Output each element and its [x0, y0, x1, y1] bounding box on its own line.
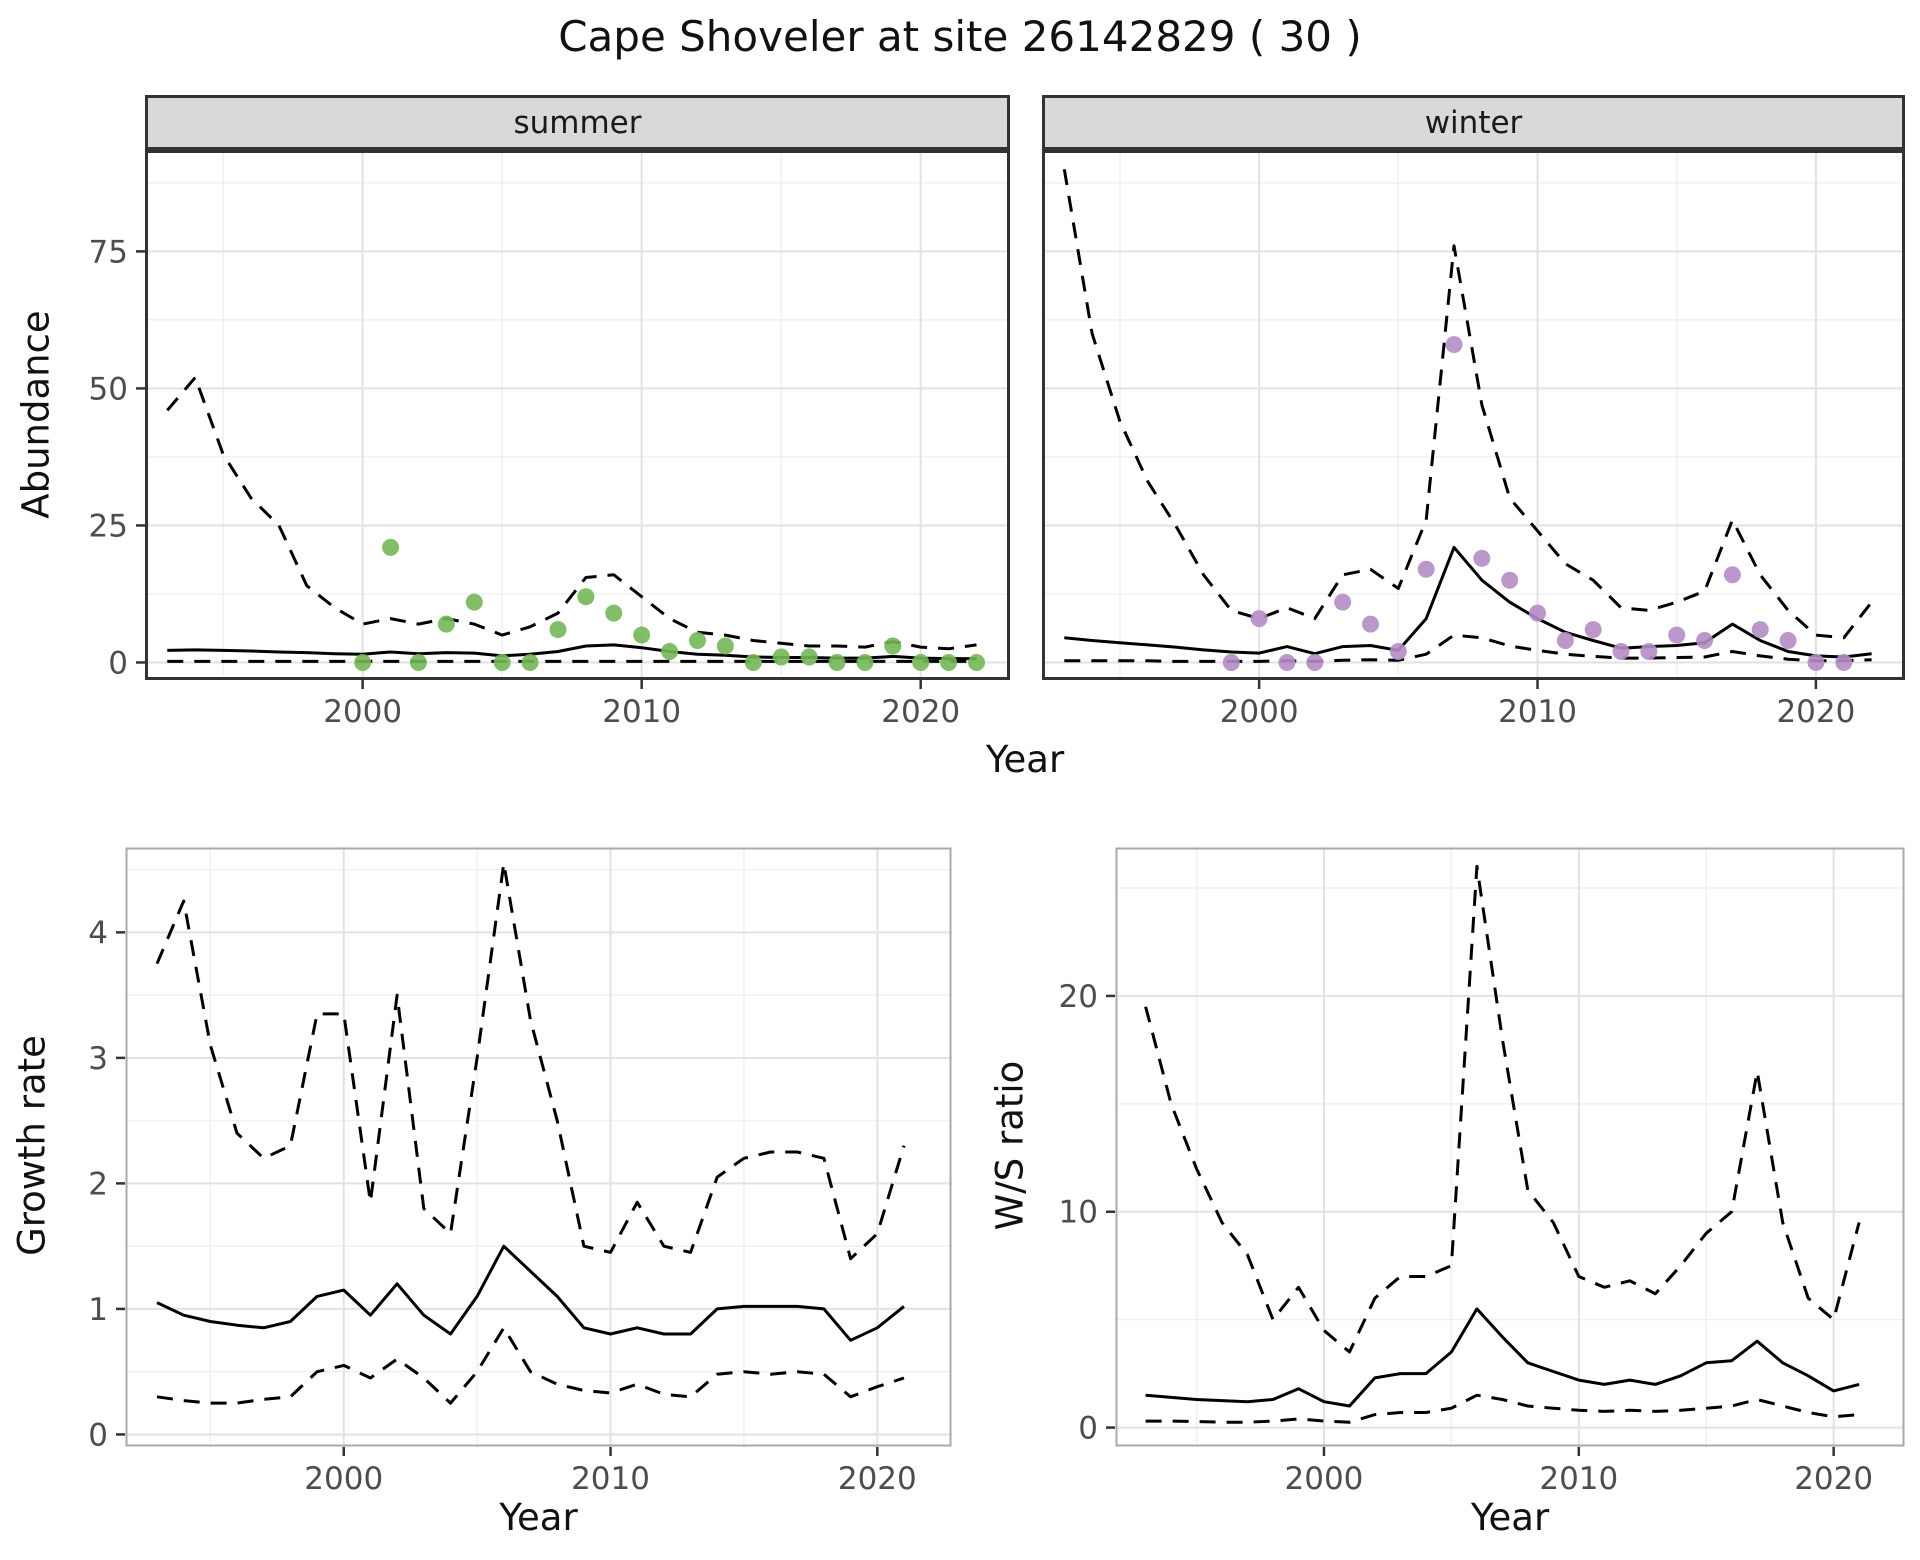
svg-text:25: 25 — [89, 508, 128, 544]
svg-text:2020: 2020 — [881, 694, 960, 730]
svg-text:2020: 2020 — [1776, 694, 1855, 730]
facet-strip-winter: winter — [1042, 95, 1905, 150]
svg-text:2000: 2000 — [304, 1461, 383, 1497]
growth-rate-panel: 2000 2010 2020 0 1 2 3 4 — [88, 847, 952, 1497]
svg-text:3: 3 — [88, 1041, 108, 1077]
svg-text:2000: 2000 — [1220, 694, 1299, 730]
svg-text:20: 20 — [1059, 979, 1098, 1015]
ws-year-axis-title: Year — [1470, 1496, 1550, 1539]
svg-text:2000: 2000 — [323, 694, 402, 730]
svg-text:2: 2 — [88, 1166, 108, 1202]
svg-text:75: 75 — [89, 234, 128, 270]
svg-text:50: 50 — [89, 371, 128, 407]
abundance-winter-panel: 2000 2010 2020 — [1042, 150, 1905, 730]
growth-axis-title: Growth rate — [10, 1035, 54, 1256]
abundance-axis-title: Abundance — [14, 310, 58, 519]
svg-text:2010: 2010 — [602, 694, 681, 730]
svg-text:4: 4 — [88, 915, 108, 951]
svg-text:10: 10 — [1059, 1195, 1098, 1231]
facet-strip-summer: summer — [145, 95, 1010, 150]
plot-title: Cape Shoveler at site 26142829 ( 30 ) — [558, 12, 1362, 61]
svg-text:0: 0 — [108, 645, 128, 681]
svg-text:2000: 2000 — [1285, 1461, 1364, 1497]
svg-text:2010: 2010 — [1539, 1461, 1618, 1497]
svg-text:0: 0 — [88, 1417, 108, 1453]
svg-text:2010: 2010 — [571, 1461, 650, 1497]
svg-text:0: 0 — [1078, 1411, 1098, 1447]
ws-ratio-panel: 2000 2010 2020 0 10 20 — [1059, 847, 1905, 1497]
svg-text:2020: 2020 — [1794, 1461, 1873, 1497]
growth-year-axis-title: Year — [499, 1496, 578, 1539]
svg-text:1: 1 — [88, 1292, 108, 1328]
abundance-summer-panel: 2000 2010 2020 0 25 50 75 — [89, 150, 1010, 730]
svg-text:2010: 2010 — [1498, 694, 1577, 730]
ws-axis-title: W/S ratio — [988, 1060, 1032, 1231]
top-year-axis-title: Year — [985, 738, 1065, 781]
svg-text:2020: 2020 — [838, 1461, 917, 1497]
